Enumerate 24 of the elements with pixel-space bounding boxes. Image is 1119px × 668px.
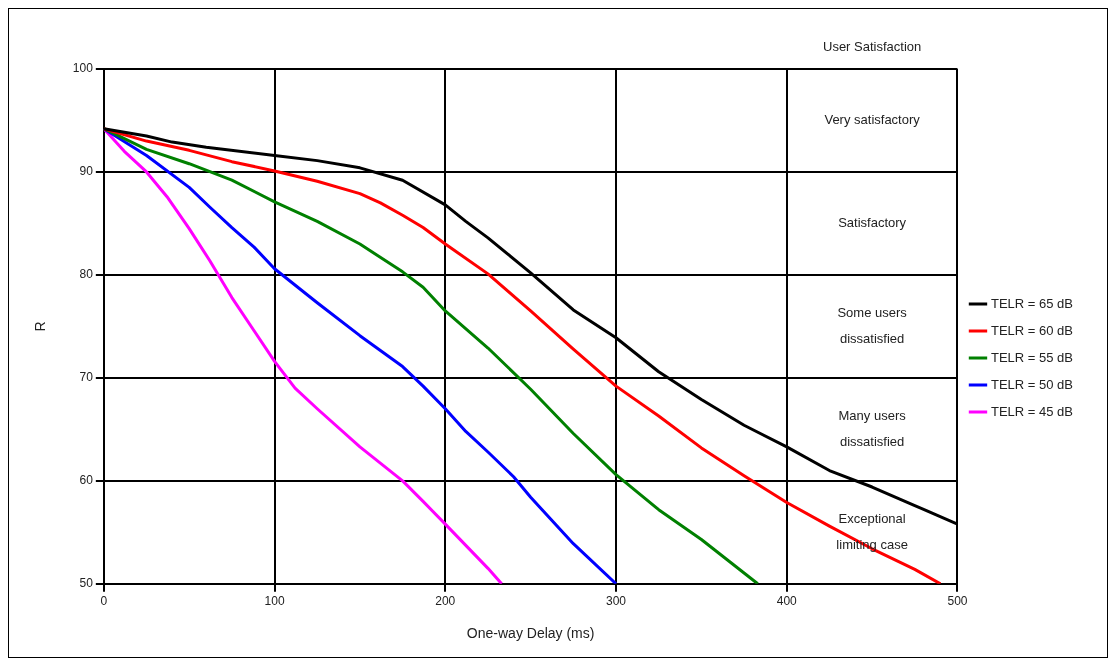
x-tick-label: 300 (606, 594, 627, 609)
y-tick-label: 50 (79, 576, 94, 591)
legend-label: TELR = 65 dB (990, 295, 1074, 311)
annotation: Very satisfactory (824, 112, 921, 128)
legend-label: TELR = 45 dB (990, 403, 1074, 419)
annotation: Satisfactory (838, 215, 907, 231)
y-tick-label: 100 (72, 61, 94, 76)
legend-label: TELR = 50 dB (990, 376, 1074, 392)
annotation: Many users dissatisfied (838, 407, 907, 449)
y-axis-title: R (32, 321, 49, 332)
annotation: Some users dissatisfied (837, 304, 908, 346)
y-tick-label: 90 (79, 164, 94, 179)
x-tick-label: 500 (947, 594, 968, 609)
y-tick-label: 80 (79, 267, 94, 282)
x-tick-label: 100 (264, 594, 285, 609)
x-tick-label: 0 (100, 594, 108, 609)
legend-label: TELR = 60 dB (990, 322, 1074, 338)
text: User Satisfaction (822, 38, 922, 54)
legend-label: TELR = 55 dB (990, 349, 1074, 365)
x-tick-label: 200 (435, 594, 456, 609)
x-tick-label: 400 (776, 594, 798, 609)
y-tick-label: 70 (79, 370, 94, 385)
x-axis-title: One-way Delay (ms) (466, 625, 595, 642)
y-tick-label: 60 (79, 473, 94, 488)
